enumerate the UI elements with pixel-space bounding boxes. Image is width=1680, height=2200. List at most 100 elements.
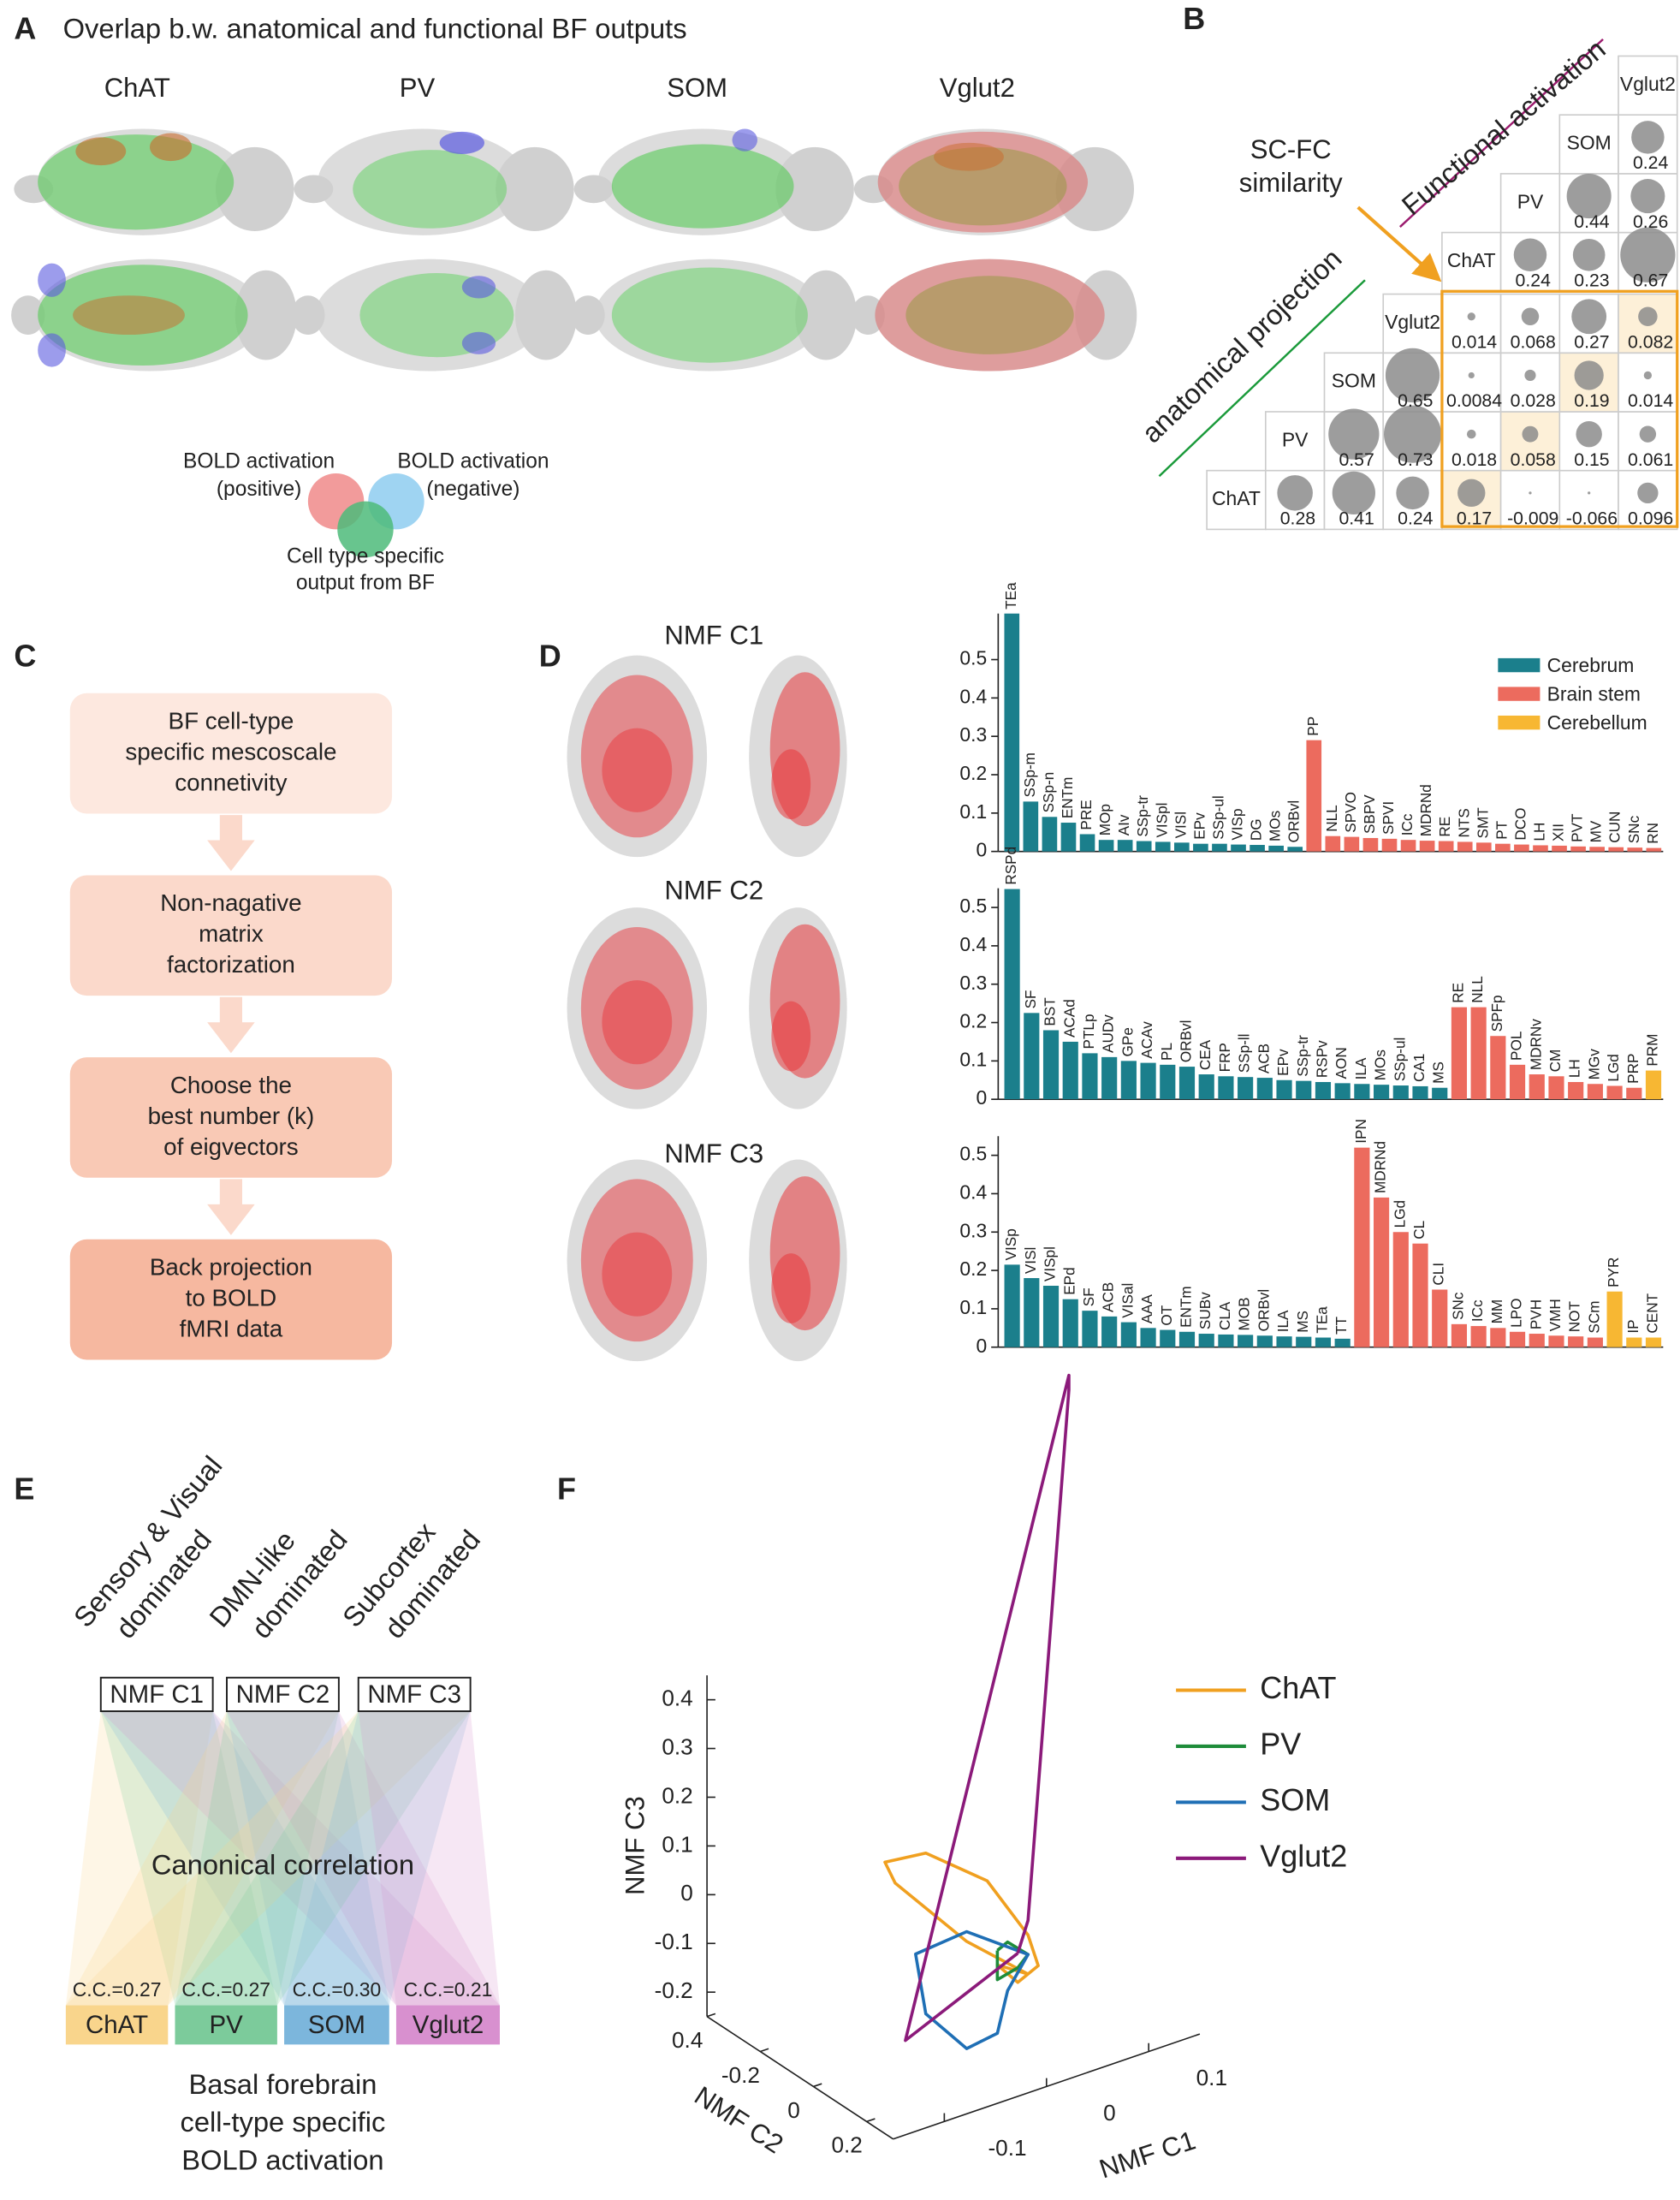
bar xyxy=(1334,1338,1351,1347)
correlation-ribbon xyxy=(100,1711,277,2006)
cell-type-label: Vglut2 xyxy=(940,73,1015,103)
anatomical-cell-label: Vglut2 xyxy=(1385,311,1440,333)
similarity-arrow xyxy=(1356,205,1442,282)
bar-label: SSp-n xyxy=(1040,772,1057,813)
bar-label: SSp-ul xyxy=(1391,1038,1408,1082)
bar-label: ENTm xyxy=(1059,777,1076,819)
legend-label: PV xyxy=(1260,1726,1301,1761)
bar xyxy=(1325,835,1341,852)
similarity-dot xyxy=(1384,405,1442,463)
brain-shape xyxy=(795,270,858,360)
bar-label: AAA xyxy=(1138,1294,1155,1324)
bar-label: EPv xyxy=(1190,812,1208,840)
bar xyxy=(1256,1335,1273,1347)
bar-label: LPO xyxy=(1508,1299,1525,1328)
bar xyxy=(1024,1013,1040,1100)
bar-label: BST xyxy=(1042,997,1059,1026)
x-tick-label: -0.1 xyxy=(988,2135,1026,2161)
y-tick-label: 0.2 xyxy=(959,1010,987,1032)
bar-label: RN xyxy=(1644,823,1661,844)
bar xyxy=(1490,1036,1506,1100)
bar xyxy=(1412,1085,1428,1100)
component-box xyxy=(99,1676,214,1713)
matrix-cell xyxy=(1206,469,1267,531)
footer-text: Basal forebrain xyxy=(188,2068,377,2100)
bar-label: EPd xyxy=(1060,1267,1077,1294)
bar xyxy=(1120,1322,1137,1347)
bar xyxy=(1160,1064,1176,1100)
bar xyxy=(1101,1056,1118,1100)
bar xyxy=(1568,1336,1584,1347)
similarity-dot xyxy=(1572,238,1606,271)
bar xyxy=(1276,1336,1292,1347)
bar xyxy=(1062,1299,1078,1347)
y-tick-label: 0.4 xyxy=(959,685,987,707)
legend-output: output from BF xyxy=(296,572,435,595)
similarity-dot xyxy=(1466,429,1476,439)
similarity-value: 0.27 xyxy=(1574,331,1609,352)
footer-text: BOLD activation xyxy=(181,2144,383,2175)
y-tick-label: 0.3 xyxy=(959,1219,987,1241)
bar-label: CEA xyxy=(1196,1039,1214,1070)
similarity-dot xyxy=(1639,425,1657,443)
trajectory xyxy=(904,1373,1071,2042)
bar-label: VISl xyxy=(1172,812,1189,838)
flow-step xyxy=(69,1057,393,1178)
bar xyxy=(1042,1030,1060,1100)
similarity-value: 0.24 xyxy=(1516,270,1552,290)
bar xyxy=(1238,1077,1254,1100)
brain-shape xyxy=(771,749,811,820)
y-tick xyxy=(866,2118,876,2123)
cell-type-label: PV xyxy=(400,73,436,103)
component-box-label: NMF C1 xyxy=(110,1680,204,1709)
legend-negative: BOLD activation xyxy=(397,449,549,473)
component-title: NMF C1 xyxy=(664,621,763,651)
bar xyxy=(1451,1007,1468,1100)
cc-label: C.C.=0.30 xyxy=(293,1978,382,2001)
bar xyxy=(1509,1331,1526,1347)
bar xyxy=(1174,842,1190,852)
brain-shape xyxy=(899,146,1067,226)
similarity-value: 0.23 xyxy=(1574,270,1609,290)
y-axis-label: NMF C2 xyxy=(689,2080,788,2159)
brain-shape xyxy=(461,276,496,299)
similarity-label: SC-FC xyxy=(1250,134,1332,164)
bar xyxy=(1645,1337,1662,1347)
cell-type-box-label: PV xyxy=(210,2011,244,2039)
bar xyxy=(1079,834,1095,852)
panel-letter: F xyxy=(557,1472,576,1507)
bar-label: SPVI xyxy=(1380,801,1397,835)
bar-label: SSp-ul xyxy=(1209,795,1226,840)
bar xyxy=(1276,1079,1292,1100)
bar xyxy=(1548,1335,1564,1347)
functional-line xyxy=(1399,38,1604,228)
similarity-value: 0.44 xyxy=(1574,211,1610,232)
bar xyxy=(1432,1289,1448,1347)
similarity-dot xyxy=(1620,227,1676,282)
bar-label: CA1 xyxy=(1410,1054,1428,1082)
bar xyxy=(1120,1061,1137,1100)
similarity-value: 0.028 xyxy=(1511,390,1556,411)
y-tick-label: 0.3 xyxy=(959,723,987,746)
bar-label: SPVO xyxy=(1342,792,1359,833)
bar-label: RE xyxy=(1449,983,1466,1003)
bar xyxy=(1155,841,1171,852)
y-axis xyxy=(706,2015,894,2140)
y-tick-label: 0.1 xyxy=(959,800,987,823)
z-tick-label: 0.3 xyxy=(662,1733,692,1759)
correlation-ribbon xyxy=(227,1711,389,2006)
flow-step-text: specific mescoscale xyxy=(125,738,336,764)
bar xyxy=(1451,1323,1468,1347)
bar-label: AUDv xyxy=(1100,1014,1117,1053)
flow-step-text: connetivity xyxy=(175,769,287,795)
bar-label: LH xyxy=(1531,823,1548,841)
bar xyxy=(1374,1197,1390,1347)
bar xyxy=(1004,613,1020,852)
bar xyxy=(1354,1084,1370,1100)
brain-shape xyxy=(1075,270,1137,360)
cell-type-box-label: Vglut2 xyxy=(413,2011,484,2039)
bar-label: AON xyxy=(1333,1047,1350,1079)
brain-shape xyxy=(611,144,794,229)
similarity-dot xyxy=(1522,425,1539,443)
bar-label: NTS xyxy=(1455,808,1472,837)
